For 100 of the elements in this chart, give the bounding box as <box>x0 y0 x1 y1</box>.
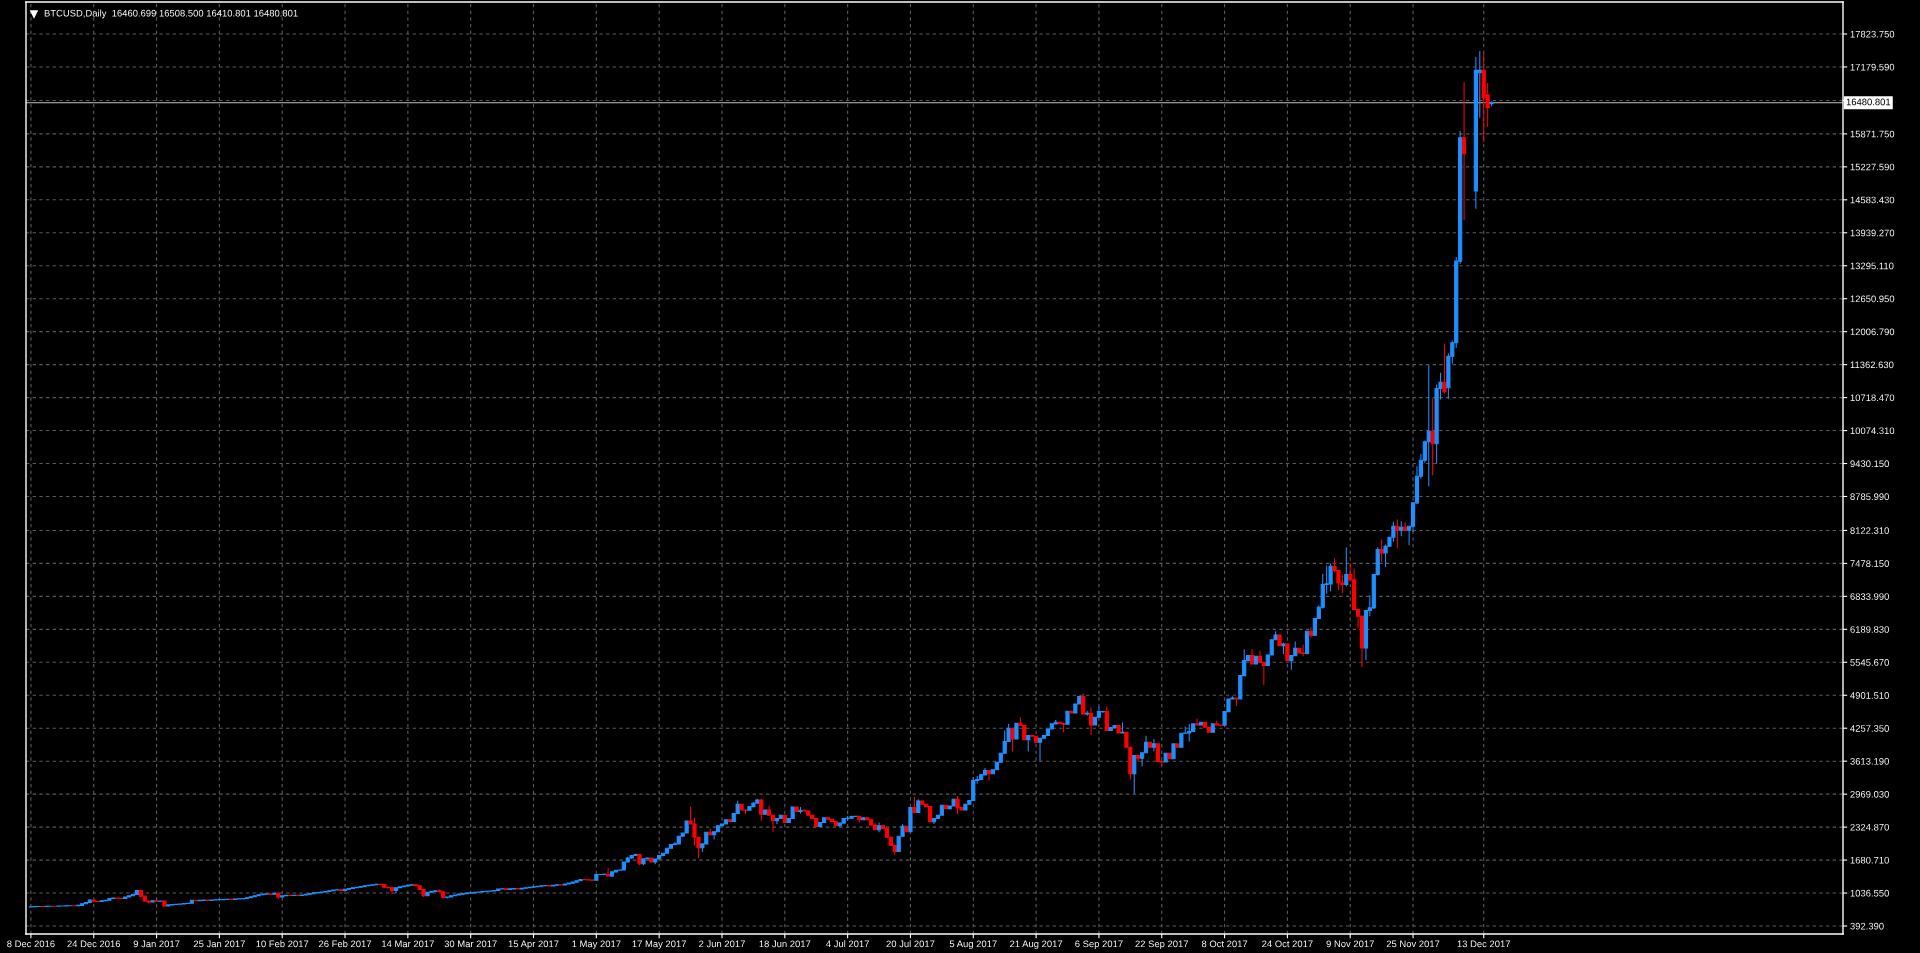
candlestick <box>1120 721 1125 734</box>
candlestick <box>1045 727 1050 737</box>
candlestick <box>523 886 528 889</box>
candlestick <box>370 883 375 886</box>
text: BTCUSD,Daily 16460.699 16508.500 16410.801 16480.801 <box>44 9 298 19</box>
y-tick-label: 1036.550 <box>1850 889 1889 897</box>
candlestick <box>401 885 407 888</box>
candlestick <box>829 818 835 823</box>
candlestick <box>676 835 681 845</box>
candlestick <box>574 880 579 883</box>
candlestick <box>303 893 308 896</box>
candlestick <box>111 897 116 900</box>
y-tick-label: 13939.270 <box>1850 229 1895 237</box>
candlestick <box>358 885 363 888</box>
candlestick <box>912 796 917 814</box>
candlestick <box>331 889 336 892</box>
candlestick <box>170 903 175 906</box>
candlestick <box>68 904 73 907</box>
candlestick <box>971 776 976 802</box>
candlestick <box>1163 752 1168 763</box>
candlestick <box>1010 727 1015 753</box>
candlestick <box>252 894 257 898</box>
candlestick <box>1249 648 1255 665</box>
candlestick <box>751 801 756 808</box>
candlestick <box>32 905 37 908</box>
candlestick <box>1210 722 1215 734</box>
candlestick <box>1301 644 1306 657</box>
y-tick-label: 15227.590 <box>1850 163 1895 171</box>
candlestick <box>225 898 230 901</box>
y-tick-label: 7478.150 <box>1850 560 1889 567</box>
candlestick <box>99 900 104 903</box>
candlestick <box>986 769 992 781</box>
candlestick <box>276 891 281 900</box>
candlestick <box>209 899 214 902</box>
candlestick <box>1344 546 1349 588</box>
candlestick <box>1297 647 1302 654</box>
y-tick-label: 3613.190 <box>1850 758 1889 765</box>
ref-line-label: 16480.801 <box>1846 98 1891 106</box>
candlestick <box>547 884 552 887</box>
candlestick <box>441 890 446 900</box>
candlestick <box>1462 81 1467 221</box>
x-tick-label: 9 Jan 2017 <box>133 940 180 948</box>
candlestick <box>256 893 261 897</box>
x-tick-label: 8 Oct 2017 <box>1201 940 1248 948</box>
candlestick <box>927 805 933 823</box>
candlestick <box>802 809 807 813</box>
candlestick <box>130 893 136 897</box>
candlestick <box>496 888 501 892</box>
candlestick <box>95 900 100 903</box>
candlestick <box>1112 724 1117 729</box>
x-tick-label: 2 Jun 2017 <box>699 940 745 948</box>
candlestick <box>939 804 944 817</box>
x-tick-label: 9 Nov 2017 <box>1326 940 1374 948</box>
candlestick <box>166 904 171 907</box>
candlestick <box>1136 754 1141 763</box>
y-tick-label: 14583.430 <box>1850 196 1895 204</box>
candlestick <box>323 890 328 893</box>
candlestick <box>107 897 112 902</box>
candlestick <box>857 815 862 823</box>
candlestick <box>1132 754 1137 795</box>
candlestick <box>1171 742 1176 760</box>
y-tick-label: 6833.990 <box>1850 593 1889 600</box>
candlestick <box>28 905 33 908</box>
candlestick <box>723 818 728 826</box>
x-tick-label: 20 Jul 2017 <box>886 940 935 948</box>
x-tick-label: 13 Dec 2017 <box>1457 940 1511 948</box>
candlestick <box>1304 630 1310 656</box>
candlestick <box>72 904 77 907</box>
candlestick <box>876 821 882 833</box>
y-tick-label: 4257.350 <box>1850 725 1889 732</box>
candlestick <box>1206 726 1211 734</box>
candlestick <box>1308 626 1314 639</box>
candlestick <box>904 825 909 833</box>
candlestick <box>91 899 96 903</box>
candlestick <box>1100 710 1105 714</box>
candlestick <box>551 884 556 887</box>
candlestick <box>115 897 120 900</box>
candlestick <box>319 891 324 894</box>
candlestick <box>448 894 454 898</box>
x-tick-label: 17 May 2017 <box>632 940 686 950</box>
y-tick-label: 17823.750 <box>1850 30 1895 38</box>
x-tick-label: 10 Feb 2017 <box>256 940 309 948</box>
candlestick <box>1151 738 1156 753</box>
x-tick-label: 22 Sep 2017 <box>1135 940 1189 950</box>
candlestick <box>511 887 516 890</box>
candlestick <box>1198 721 1204 726</box>
candlestick <box>743 808 748 815</box>
candlestick <box>1116 724 1121 734</box>
candlestick <box>425 891 430 897</box>
y-tick-label: 15871.750 <box>1850 130 1895 138</box>
candlestick <box>1085 710 1090 717</box>
x-tick-label: 24 Oct 2017 <box>1262 940 1313 948</box>
candlestick <box>393 886 399 894</box>
candlestick <box>1403 521 1408 532</box>
candlestick <box>1065 710 1070 726</box>
candlestick <box>1340 574 1345 594</box>
y-tick-label: 6189.830 <box>1850 626 1889 633</box>
candlestick <box>778 814 783 820</box>
candlestick <box>452 894 458 897</box>
candlestick <box>621 861 626 871</box>
